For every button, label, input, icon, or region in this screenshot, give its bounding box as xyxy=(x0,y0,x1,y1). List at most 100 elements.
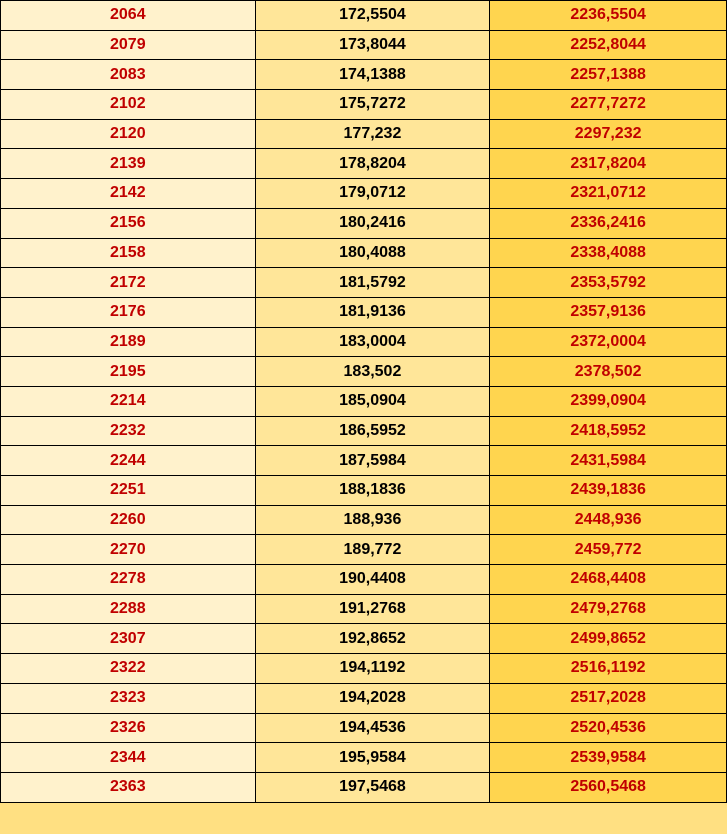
cell-col1: 2120 xyxy=(1,119,256,149)
cell-col2: 172,5504 xyxy=(255,1,490,31)
table-row: 2064172,55042236,5504 xyxy=(1,1,727,31)
cell-col3: 2372,0004 xyxy=(490,327,727,357)
cell-col1: 2307 xyxy=(1,624,256,654)
cell-col2: 189,772 xyxy=(255,535,490,565)
cell-col2: 194,4536 xyxy=(255,713,490,743)
cell-col1: 2083 xyxy=(1,60,256,90)
table-row: 2120177,2322297,232 xyxy=(1,119,727,149)
cell-col3: 2321,0712 xyxy=(490,179,727,209)
table-row: 2139178,82042317,8204 xyxy=(1,149,727,179)
table-row: 2102175,72722277,7272 xyxy=(1,90,727,120)
cell-col1: 2214 xyxy=(1,386,256,416)
cell-col3: 2378,502 xyxy=(490,357,727,387)
cell-col3: 2439,1836 xyxy=(490,476,727,506)
cell-col1: 2232 xyxy=(1,416,256,446)
cell-col3: 2252,8044 xyxy=(490,30,727,60)
cell-col2: 191,2768 xyxy=(255,594,490,624)
cell-col2: 181,9136 xyxy=(255,297,490,327)
cell-col2: 194,2028 xyxy=(255,683,490,713)
cell-col2: 183,0004 xyxy=(255,327,490,357)
cell-col1: 2189 xyxy=(1,327,256,357)
table-row: 2344195,95842539,9584 xyxy=(1,743,727,773)
cell-col1: 2244 xyxy=(1,446,256,476)
cell-col2: 195,9584 xyxy=(255,743,490,773)
table-row: 2142179,07122321,0712 xyxy=(1,179,727,209)
cell-col1: 2251 xyxy=(1,476,256,506)
cell-col1: 2139 xyxy=(1,149,256,179)
cell-col3: 2516,1192 xyxy=(490,654,727,684)
cell-col1: 2323 xyxy=(1,683,256,713)
table-row: 2214185,09042399,0904 xyxy=(1,386,727,416)
table-row: 2079173,80442252,8044 xyxy=(1,30,727,60)
cell-col1: 2270 xyxy=(1,535,256,565)
cell-col3: 2459,772 xyxy=(490,535,727,565)
cell-col2: 194,1192 xyxy=(255,654,490,684)
cell-col3: 2338,4088 xyxy=(490,238,727,268)
cell-col2: 175,7272 xyxy=(255,90,490,120)
cell-col3: 2539,9584 xyxy=(490,743,727,773)
cell-col1: 2195 xyxy=(1,357,256,387)
cell-col3: 2236,5504 xyxy=(490,1,727,31)
cell-col2: 174,1388 xyxy=(255,60,490,90)
cell-col1: 2278 xyxy=(1,565,256,595)
table-row: 2244187,59842431,5984 xyxy=(1,446,727,476)
cell-col3: 2431,5984 xyxy=(490,446,727,476)
data-table: 2064172,55042236,55042079173,80442252,80… xyxy=(0,0,727,803)
cell-col1: 2158 xyxy=(1,238,256,268)
cell-col3: 2257,1388 xyxy=(490,60,727,90)
cell-col2: 181,5792 xyxy=(255,268,490,298)
table-row: 2307192,86522499,8652 xyxy=(1,624,727,654)
cell-col3: 2399,0904 xyxy=(490,386,727,416)
cell-col1: 2344 xyxy=(1,743,256,773)
cell-col2: 188,936 xyxy=(255,505,490,535)
cell-col1: 2156 xyxy=(1,208,256,238)
table-row: 2323194,20282517,2028 xyxy=(1,683,727,713)
cell-col3: 2297,232 xyxy=(490,119,727,149)
cell-col2: 183,502 xyxy=(255,357,490,387)
table-row: 2278190,44082468,4408 xyxy=(1,565,727,595)
cell-col2: 173,8044 xyxy=(255,30,490,60)
table-row: 2288191,27682479,2768 xyxy=(1,594,727,624)
cell-col3: 2418,5952 xyxy=(490,416,727,446)
table-row: 2195183,5022378,502 xyxy=(1,357,727,387)
table-row: 2363197,54682560,5468 xyxy=(1,772,727,802)
cell-col3: 2560,5468 xyxy=(490,772,727,802)
cell-col2: 188,1836 xyxy=(255,476,490,506)
cell-col3: 2277,7272 xyxy=(490,90,727,120)
cell-col2: 178,8204 xyxy=(255,149,490,179)
cell-col1: 2260 xyxy=(1,505,256,535)
cell-col3: 2357,9136 xyxy=(490,297,727,327)
cell-col2: 192,8652 xyxy=(255,624,490,654)
cell-col1: 2326 xyxy=(1,713,256,743)
cell-col1: 2102 xyxy=(1,90,256,120)
table-row: 2156180,24162336,2416 xyxy=(1,208,727,238)
cell-col2: 180,4088 xyxy=(255,238,490,268)
cell-col1: 2363 xyxy=(1,772,256,802)
table-row: 2322194,11922516,1192 xyxy=(1,654,727,684)
cell-col1: 2322 xyxy=(1,654,256,684)
cell-col2: 185,0904 xyxy=(255,386,490,416)
cell-col1: 2079 xyxy=(1,30,256,60)
table-row: 2083174,13882257,1388 xyxy=(1,60,727,90)
cell-col3: 2468,4408 xyxy=(490,565,727,595)
cell-col1: 2176 xyxy=(1,297,256,327)
table-row: 2176181,91362357,9136 xyxy=(1,297,727,327)
cell-col2: 177,232 xyxy=(255,119,490,149)
table-row: 2189183,00042372,0004 xyxy=(1,327,727,357)
cell-col3: 2520,4536 xyxy=(490,713,727,743)
table-row: 2260188,9362448,936 xyxy=(1,505,727,535)
table-row: 2270189,7722459,772 xyxy=(1,535,727,565)
cell-col2: 197,5468 xyxy=(255,772,490,802)
cell-col3: 2479,2768 xyxy=(490,594,727,624)
cell-col3: 2448,936 xyxy=(490,505,727,535)
table-row: 2326194,45362520,4536 xyxy=(1,713,727,743)
table-row: 2172181,57922353,5792 xyxy=(1,268,727,298)
cell-col3: 2499,8652 xyxy=(490,624,727,654)
cell-col3: 2317,8204 xyxy=(490,149,727,179)
cell-col2: 187,5984 xyxy=(255,446,490,476)
cell-col3: 2517,2028 xyxy=(490,683,727,713)
cell-col3: 2336,2416 xyxy=(490,208,727,238)
table-row: 2251188,18362439,1836 xyxy=(1,476,727,506)
cell-col2: 190,4408 xyxy=(255,565,490,595)
cell-col2: 180,2416 xyxy=(255,208,490,238)
